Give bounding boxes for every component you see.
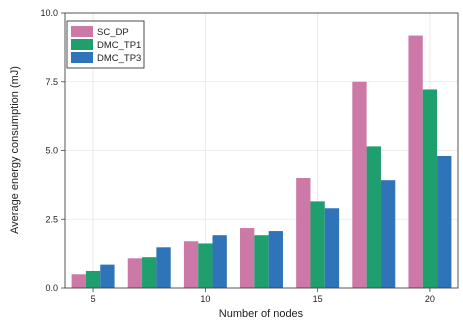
bar-dmc-tp3 <box>324 208 340 288</box>
bar-dmc-tp3 <box>380 180 396 288</box>
bar-dmc-tp3 <box>156 247 171 288</box>
y-tick-label: 10.0 <box>40 8 58 18</box>
bar-dmc-tp3 <box>268 231 283 288</box>
bar-dmc-tp3 <box>212 235 227 288</box>
bar-dmc-tp1 <box>422 89 438 288</box>
bar-sc-dp <box>127 258 143 288</box>
bar-dmc-tp1 <box>198 243 213 288</box>
legend-swatch <box>71 26 93 37</box>
y-tick-label: 0.0 <box>45 283 58 293</box>
legend: SC_DP DMC_TP1 DMC_TP3 <box>66 20 145 69</box>
bar-sc-dp <box>408 35 423 288</box>
x-tick-label: 20 <box>425 294 435 304</box>
x-tick-label: 10 <box>200 294 210 304</box>
bar-dmc-tp3 <box>437 156 452 288</box>
bar-dmc-tp1 <box>254 235 269 288</box>
legend-swatch <box>71 39 93 50</box>
bars <box>71 35 452 288</box>
legend-label: SC_DP <box>97 27 129 38</box>
y-tick-label: 2.5 <box>45 214 58 224</box>
legend-swatch <box>71 52 93 63</box>
x-axis-ticks: 5 10 15 20 <box>91 288 435 304</box>
bar-sc-dp <box>296 178 311 288</box>
x-axis-label: Number of nodes <box>219 308 304 320</box>
bar-dmc-tp1 <box>85 270 101 288</box>
bar-dmc-tp1 <box>310 201 325 288</box>
bar-dmc-tp3 <box>100 264 115 288</box>
legend-label: DMC_TP3 <box>97 53 141 64</box>
bar-sc-dp <box>183 241 199 288</box>
bar-sc-dp <box>71 274 86 288</box>
y-tick-label: 5.0 <box>45 146 58 156</box>
legend-label: DMC_TP1 <box>97 40 141 51</box>
x-tick-label: 5 <box>91 294 96 304</box>
y-tick-label: 7.5 <box>45 77 58 87</box>
bar-dmc-tp1 <box>142 257 157 288</box>
bar-dmc-tp1 <box>366 146 381 288</box>
x-tick-label: 15 <box>313 294 323 304</box>
bar-sc-dp <box>352 81 367 288</box>
y-axis-ticks: 0.0 2.5 5.0 7.5 10.0 <box>40 8 65 293</box>
y-axis-label: Average energy consumption (mJ) <box>9 66 21 234</box>
bar-sc-dp <box>240 228 255 288</box>
